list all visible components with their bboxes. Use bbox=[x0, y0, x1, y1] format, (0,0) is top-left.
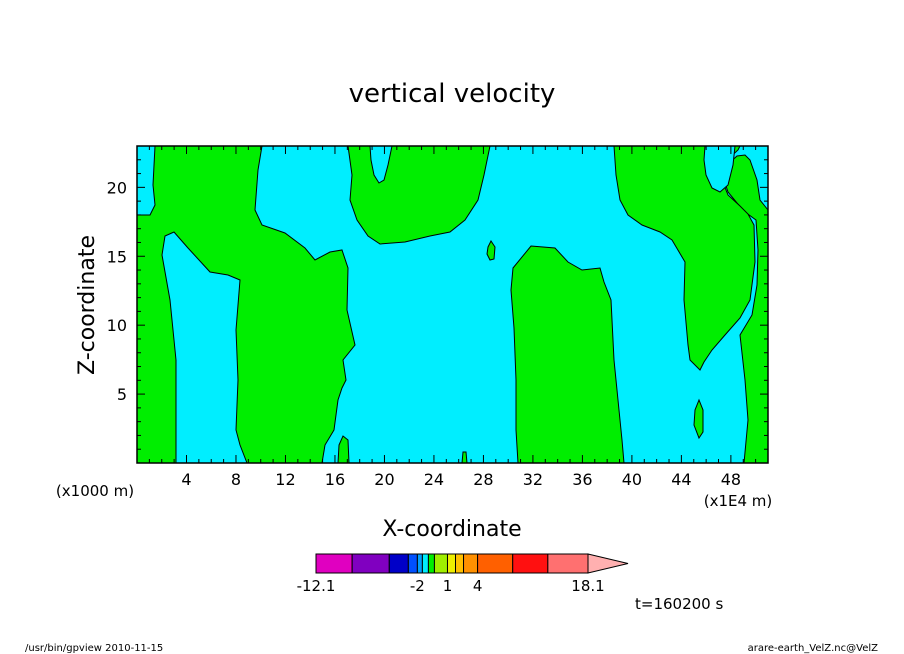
colorbar-tick-labels: -12.1 -2 1 4 18.1 bbox=[297, 577, 605, 595]
footer-left: /usr/bin/gpview 2010-11-15 bbox=[25, 643, 163, 654]
footer-right: arare-earth_VelZ.nc@VelZ bbox=[748, 643, 879, 654]
colorbar-tick-label: -2 bbox=[410, 577, 425, 595]
colorbar-segment bbox=[433, 553, 448, 574]
colorbar-segment bbox=[427, 553, 435, 574]
time-label: t=160200 s bbox=[635, 595, 723, 613]
plot-area bbox=[136, 145, 769, 464]
colorbar-segment bbox=[315, 553, 353, 574]
contour-hole bbox=[369, 146, 393, 184]
plot-frame bbox=[136, 145, 769, 464]
contour-region bbox=[461, 451, 468, 463]
x-axis-tick-labels: 4 8 12 16 20 24 28 32 36 40 44 48 bbox=[181, 470, 741, 489]
colorbar-segment bbox=[407, 553, 418, 574]
y-tick-label: 15 bbox=[107, 247, 127, 266]
colorbar-segment bbox=[547, 553, 589, 574]
x-unit-right: (x1E4 m) bbox=[704, 492, 773, 510]
y-axis-ticks bbox=[137, 159, 768, 450]
chart-title: vertical velocity bbox=[349, 79, 556, 109]
x-axis-ticks bbox=[148, 146, 757, 463]
colorbar-segment bbox=[351, 553, 390, 574]
colorbar-tick-label: -12.1 bbox=[297, 577, 336, 595]
x-tick-label: 40 bbox=[622, 470, 642, 489]
y-axis-tick-labels: 5 10 15 20 bbox=[107, 178, 127, 404]
x-tick-label: 24 bbox=[424, 470, 444, 489]
contour-hole bbox=[703, 146, 736, 193]
colorbar-segment bbox=[477, 553, 514, 574]
colorbar-segment bbox=[446, 553, 457, 574]
x-tick-label: 44 bbox=[671, 470, 691, 489]
x-tick-label: 4 bbox=[181, 470, 191, 489]
y-tick-label: 10 bbox=[107, 316, 127, 335]
colorbar-segment bbox=[421, 553, 429, 574]
x-tick-label: 20 bbox=[374, 470, 394, 489]
colorbar-tick-label: 18.1 bbox=[571, 577, 604, 595]
colorbar-extension-arrow bbox=[587, 553, 629, 574]
y-tick-label: 20 bbox=[107, 178, 127, 197]
contour-region bbox=[137, 146, 356, 463]
y-axis-title: Z-coordinate bbox=[75, 235, 100, 375]
x-tick-label: 32 bbox=[523, 470, 543, 489]
x-axis-title: X-coordinate bbox=[382, 517, 521, 542]
colorbar-tick-label: 1 bbox=[443, 577, 453, 595]
x-tick-label: 48 bbox=[721, 470, 741, 489]
colorbar-segment bbox=[416, 553, 423, 574]
contour-region bbox=[337, 435, 350, 463]
colorbar-segment bbox=[512, 553, 549, 574]
colorbar bbox=[315, 553, 629, 574]
colorbar-segment bbox=[455, 553, 465, 574]
colorbar-segment bbox=[388, 553, 409, 574]
x-tick-label: 36 bbox=[572, 470, 592, 489]
colorbar-tick-label: 4 bbox=[473, 577, 483, 595]
x-unit-left: (x1000 m) bbox=[56, 482, 134, 500]
x-tick-label: 16 bbox=[325, 470, 345, 489]
x-tick-label: 8 bbox=[231, 470, 241, 489]
x-tick-label: 28 bbox=[473, 470, 493, 489]
contour-region bbox=[486, 240, 496, 261]
contour-region bbox=[693, 398, 704, 440]
negative-holes bbox=[369, 146, 736, 193]
y-tick-label: 5 bbox=[117, 385, 127, 404]
colorbar-segment bbox=[463, 553, 479, 574]
x-tick-label: 12 bbox=[275, 470, 295, 489]
contour-region bbox=[510, 245, 625, 463]
